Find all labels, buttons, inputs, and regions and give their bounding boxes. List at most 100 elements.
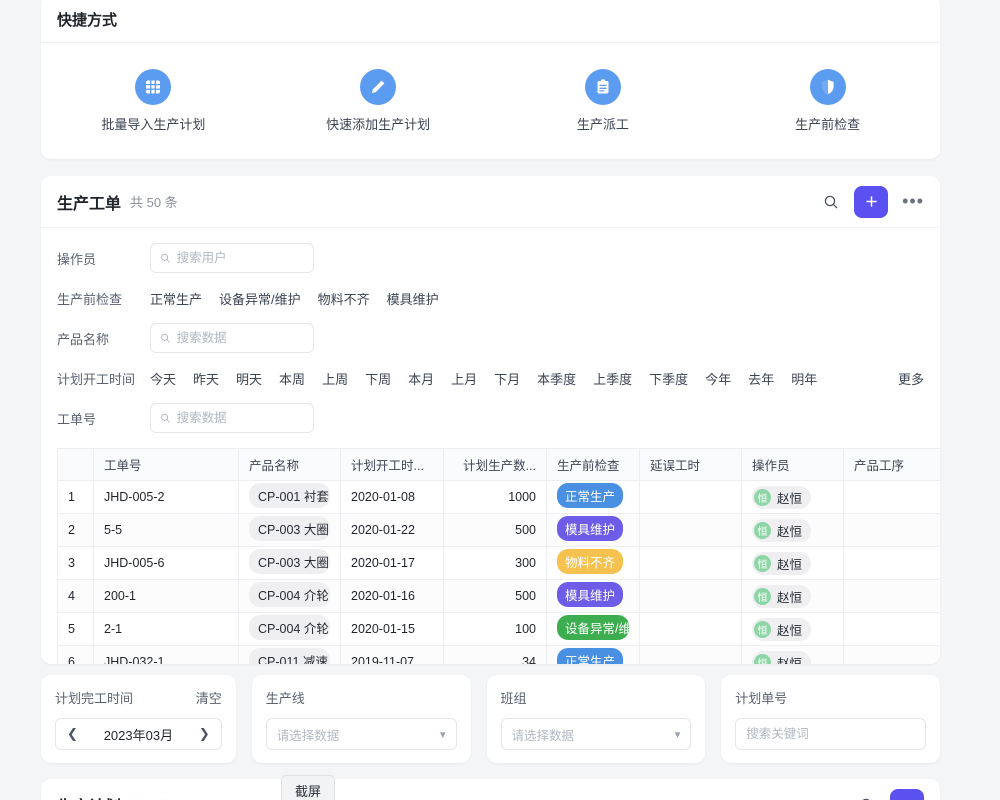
start-time-more-button[interactable]: 更多: [897, 371, 924, 387]
shortcuts-title: 快捷方式: [57, 11, 118, 29]
add-plan-button[interactable]: [890, 789, 924, 800]
cell-precheck: 正常生产: [546, 645, 640, 664]
operator-chip: 恒赵恒: [752, 485, 812, 509]
column-header-wo-no[interactable]: 工单号: [93, 448, 239, 481]
product-search-box[interactable]: [150, 323, 314, 353]
table-row[interactable]: 1 JHD-005-2 CP-001 衬套 2020-01-08 1000 正常生产 恒赵恒: [57, 480, 940, 514]
shortcut-batch-import-plan[interactable]: 批量导入生产计划: [41, 68, 266, 133]
table-row[interactable]: 2 5-5 CP-003 大圈 2020-01-22 500 模具维护 恒赵恒: [57, 513, 940, 547]
more-options-icon[interactable]: •••: [902, 191, 924, 211]
shortcuts-header: 快捷方式: [41, 0, 940, 43]
start-time-chip[interactable]: 上周: [322, 371, 349, 387]
team-select[interactable]: 请选择数据 ▾: [500, 718, 692, 750]
column-header-start-date[interactable]: 计划开工时...: [340, 448, 444, 481]
production-line-select[interactable]: 请选择数据 ▾: [265, 718, 457, 750]
production-plan-title: 生产计划: [57, 793, 121, 800]
table-row[interactable]: 4 200-1 CP-004 介轮 2020-01-16 500 模具维护 恒赵恒: [57, 579, 940, 613]
filter-card-label: 生产线: [265, 691, 305, 706]
cell-process: [843, 645, 940, 664]
cell-operator: 恒赵恒: [741, 546, 844, 580]
start-time-chip[interactable]: 下季度: [649, 371, 689, 387]
shortcut-pre-production-check[interactable]: 生产前检查: [715, 68, 940, 133]
column-header-product[interactable]: 产品名称: [238, 448, 341, 481]
start-time-chip[interactable]: 下月: [494, 371, 521, 387]
workorder-table-wrapper[interactable]: 工单号 产品名称 计划开工时... 计划生产数... 生产前检查 延误工时 操作…: [57, 448, 940, 664]
start-time-chip[interactable]: 明天: [236, 371, 263, 387]
workorder-table: 工单号 产品名称 计划开工时... 计划生产数... 生产前检查 延误工时 操作…: [57, 448, 940, 664]
shortcuts-card: 快捷方式 批量导入生产计划: [41, 0, 940, 159]
table-row[interactable]: 5 2-1 CP-004 介轮 2020-01-15 100 设备异常/维 恒赵恒: [57, 612, 940, 646]
product-search-input[interactable]: [176, 331, 304, 345]
column-header-operator[interactable]: 操作员: [741, 448, 844, 481]
search-icon[interactable]: [818, 189, 844, 215]
shortcut-quick-add-plan[interactable]: 快速添加生产计划: [266, 68, 491, 133]
prev-month-icon[interactable]: ❮: [67, 726, 78, 741]
shortcut-label: 生产前检查: [795, 116, 861, 132]
clear-button[interactable]: 清空: [195, 691, 222, 706]
workorder-header: 生产工单 共 50 条 •••: [41, 176, 940, 228]
search-icon[interactable]: [854, 792, 880, 800]
start-time-chip[interactable]: 明年: [791, 371, 818, 387]
operator-name: 赵恒: [777, 524, 803, 539]
start-time-chip[interactable]: 本月: [408, 371, 435, 387]
operator-name: 赵恒: [777, 590, 803, 605]
start-time-chip[interactable]: 上月: [451, 371, 478, 387]
start-time-chip[interactable]: 今天: [150, 371, 177, 387]
pencil-icon: [360, 68, 397, 105]
cell-product: CP-011 减速: [238, 645, 341, 664]
cell-delay: [639, 546, 742, 580]
operator-search-input[interactable]: [176, 251, 304, 265]
start-time-chip[interactable]: 本周: [279, 371, 306, 387]
next-month-icon[interactable]: ❯: [198, 726, 210, 741]
product-chip: CP-001 衬套: [249, 483, 330, 508]
workorder-card: 生产工单 共 50 条 ••• 操作员: [41, 176, 940, 664]
precheck-chip-list: 正常生产 设备异常/维护 物料不齐 模具维护: [150, 289, 456, 308]
month-stepper[interactable]: ❮ 2023年03月 ❯: [55, 718, 222, 750]
table-row[interactable]: 6 JHD-032-1 CP-011 减速 2019-11-07 34 正常生产 恒赵恒: [57, 645, 940, 664]
start-time-chip[interactable]: 本季度: [537, 371, 577, 387]
plan-no-input[interactable]: [746, 727, 915, 741]
column-header-process[interactable]: 产品工序: [843, 448, 940, 481]
precheck-chip[interactable]: 设备异常/维护: [219, 291, 301, 307]
start-time-chip[interactable]: 昨天: [193, 371, 220, 387]
table-row[interactable]: 3 JHD-005-6 CP-003 大圈 2020-01-17 300 物料不齐 恒赵恒: [57, 546, 940, 580]
product-chip: CP-004 介轮: [249, 582, 330, 607]
cell-product: CP-003 大圈: [238, 546, 341, 580]
cell-product: CP-004 介轮: [238, 612, 341, 646]
wo-no-search-box[interactable]: [150, 403, 314, 433]
start-time-chip[interactable]: 今年: [705, 371, 732, 387]
filter-label-precheck: 生产前检查: [57, 291, 123, 307]
precheck-chip[interactable]: 正常生产: [150, 291, 203, 307]
start-time-chip[interactable]: 下周: [365, 371, 392, 387]
filter-card-head: 计划单号: [735, 688, 926, 707]
screenshot-tooltip[interactable]: 截屏: [281, 775, 336, 800]
column-header-qty[interactable]: 计划生产数...: [443, 448, 547, 481]
filter-card-head: 计划完工时间 清空: [55, 688, 222, 707]
cell-wo-no: 2-1: [93, 612, 239, 646]
cell-operator: 恒赵恒: [741, 480, 844, 514]
filter-label-operator: 操作员: [57, 251, 97, 267]
workorder-filters: 操作员 生产前检查 正常生产 设备异常/维护 物料不齐 模具维护: [41, 228, 940, 442]
cell-delay: [639, 645, 742, 664]
product-chip: CP-003 大圈: [249, 549, 330, 574]
precheck-chip[interactable]: 物料不齐: [317, 291, 370, 307]
cell-qty: 500: [443, 513, 547, 547]
plan-no-input-box[interactable]: [735, 718, 926, 750]
wo-no-search-input[interactable]: [176, 411, 304, 425]
cell-process: [843, 612, 940, 646]
avatar: 恒: [754, 653, 771, 664]
shortcut-label: 批量导入生产计划: [101, 116, 206, 132]
column-header-delay[interactable]: 延误工时: [639, 448, 742, 481]
operator-name: 赵恒: [777, 623, 803, 638]
cell-wo-no: JHD-005-2: [93, 480, 239, 514]
start-time-chip[interactable]: 去年: [748, 371, 775, 387]
add-workorder-button[interactable]: [854, 185, 889, 218]
status-badge: 正常生产: [557, 648, 624, 664]
filter-card-label: 班组: [500, 691, 527, 706]
precheck-chip[interactable]: 模具维护: [386, 291, 439, 307]
operator-search-box[interactable]: [150, 243, 314, 273]
table-body: 1 JHD-005-2 CP-001 衬套 2020-01-08 1000 正常生产恒赵恒…: [57, 480, 940, 664]
start-time-chip[interactable]: 上季度: [593, 371, 633, 387]
shortcut-production-dispatch[interactable]: 生产派工: [491, 68, 716, 133]
column-header-precheck[interactable]: 生产前检查: [546, 448, 640, 481]
